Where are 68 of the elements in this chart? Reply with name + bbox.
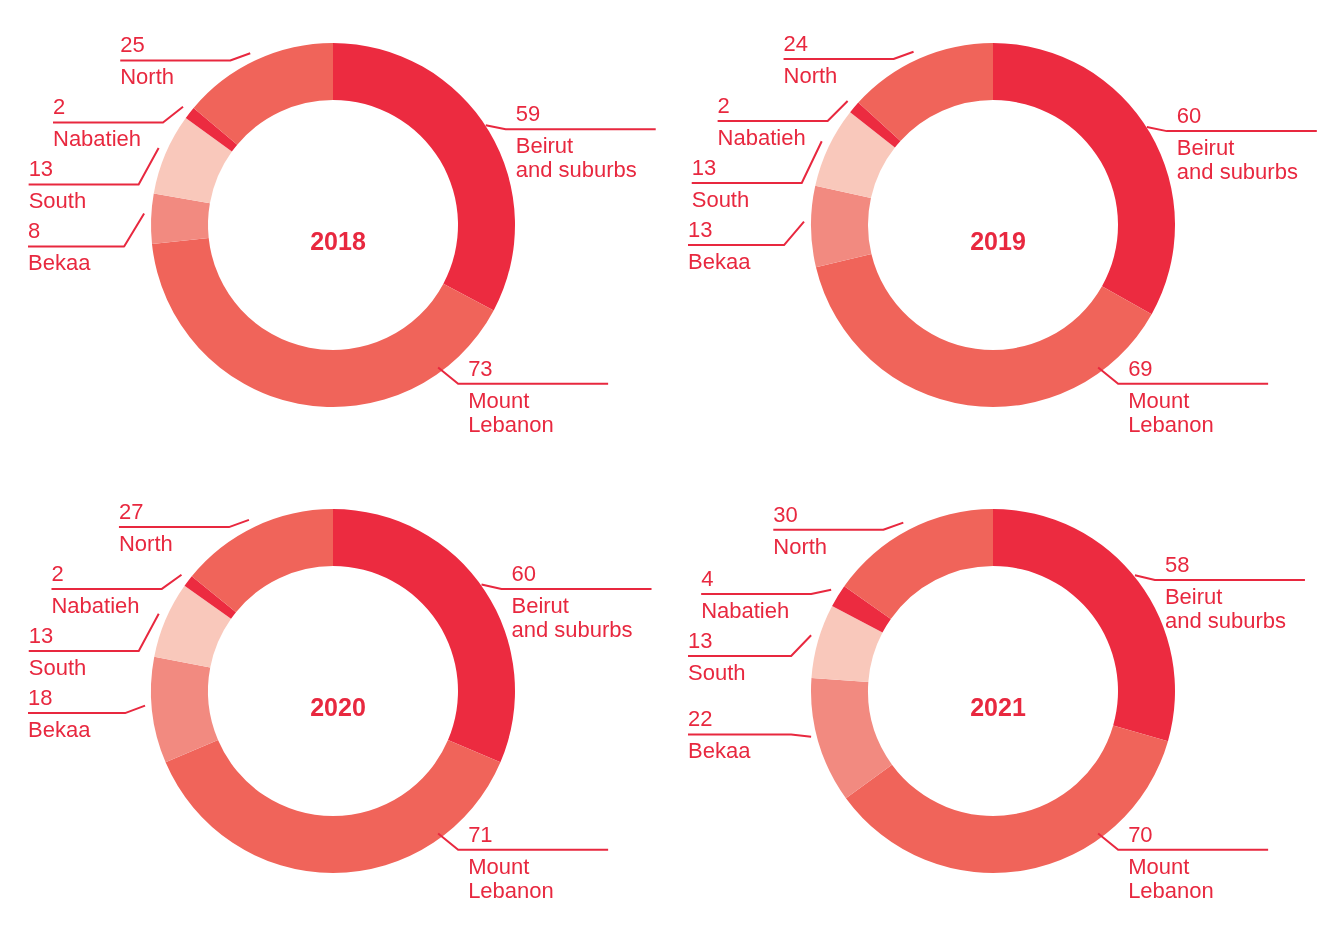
data-label: 60 (511, 560, 536, 586)
data-label: 58 (1164, 552, 1190, 578)
donut-slice (193, 43, 333, 145)
data-label: 2 (51, 561, 64, 587)
slice-label: North (120, 64, 175, 90)
slice-label: Nabatieh (717, 125, 806, 151)
donut-slice (858, 43, 993, 141)
slice-label: Mount Lebanon (468, 853, 554, 903)
slice-label: Mount Lebanon (1128, 853, 1214, 903)
donut-slice (151, 656, 219, 763)
slice-label: Nabatieh (701, 597, 790, 623)
data-label: 25 (120, 32, 145, 58)
data-label: 27 (118, 499, 144, 525)
text: 2019 (970, 226, 1026, 255)
slice-label: North (783, 63, 838, 89)
data-label: 60 (1176, 103, 1202, 129)
text: 2018 (310, 226, 366, 255)
slice-label: Beirut and suburbs (515, 133, 637, 183)
slice-label: Beirut and suburbs (1176, 135, 1298, 185)
donut-slice (811, 677, 892, 799)
slice-label: South (688, 659, 746, 685)
data-label: 70 (1128, 821, 1153, 847)
slice-label: South (28, 655, 87, 681)
data-label: 13 (28, 623, 54, 649)
data-label: 59 (515, 101, 541, 127)
donut-slice (832, 586, 891, 633)
slice-label: Bekaa (28, 717, 92, 743)
slice-label: Mount Lebanon (468, 387, 554, 437)
donut-slice (153, 118, 232, 204)
data-label: 73 (468, 355, 493, 381)
donut-slice (154, 585, 232, 668)
slice-label: South (28, 188, 87, 214)
data-label: 30 (773, 501, 798, 527)
donut-slice (191, 509, 333, 613)
donut-slice (815, 112, 895, 199)
data-label: 13 (688, 627, 713, 653)
donut-slice (151, 193, 210, 245)
slice-label: Nabatieh (51, 593, 140, 619)
donut-slice (850, 102, 901, 148)
data-label: 13 (691, 155, 717, 181)
slice-label: North (773, 533, 828, 559)
slice-label: Nabatieh (53, 126, 142, 152)
data-label: 18 (28, 685, 53, 711)
donut-slice (811, 185, 872, 268)
slice-label: South (691, 187, 750, 213)
slice-label: Bekaa (688, 738, 752, 764)
slice-label: Beirut and suburbs (1164, 584, 1287, 634)
data-label: 4 (701, 565, 714, 591)
data-label: 22 (688, 706, 713, 732)
text: 2020 (310, 692, 366, 721)
data-label: 2 (717, 93, 730, 119)
data-label: 13 (28, 156, 54, 182)
slice-label: North (118, 531, 173, 557)
slice-label: Beirut and suburbs (511, 592, 633, 642)
donut-slice (844, 509, 993, 619)
data-label: 69 (1128, 355, 1153, 381)
donut-slice (811, 605, 883, 683)
data-label: 24 (783, 31, 809, 57)
data-label: 13 (688, 217, 713, 243)
slice-label: Bekaa (688, 249, 752, 275)
slice-label: Bekaa (28, 250, 92, 276)
text: 2021 (970, 692, 1026, 721)
donut-slice (184, 576, 237, 619)
data-label: 2 (53, 94, 66, 120)
donut-slice (185, 108, 238, 152)
data-label: 71 (468, 821, 493, 847)
data-label: 8 (28, 218, 41, 244)
slice-label: Mount Lebanon (1128, 387, 1214, 437)
